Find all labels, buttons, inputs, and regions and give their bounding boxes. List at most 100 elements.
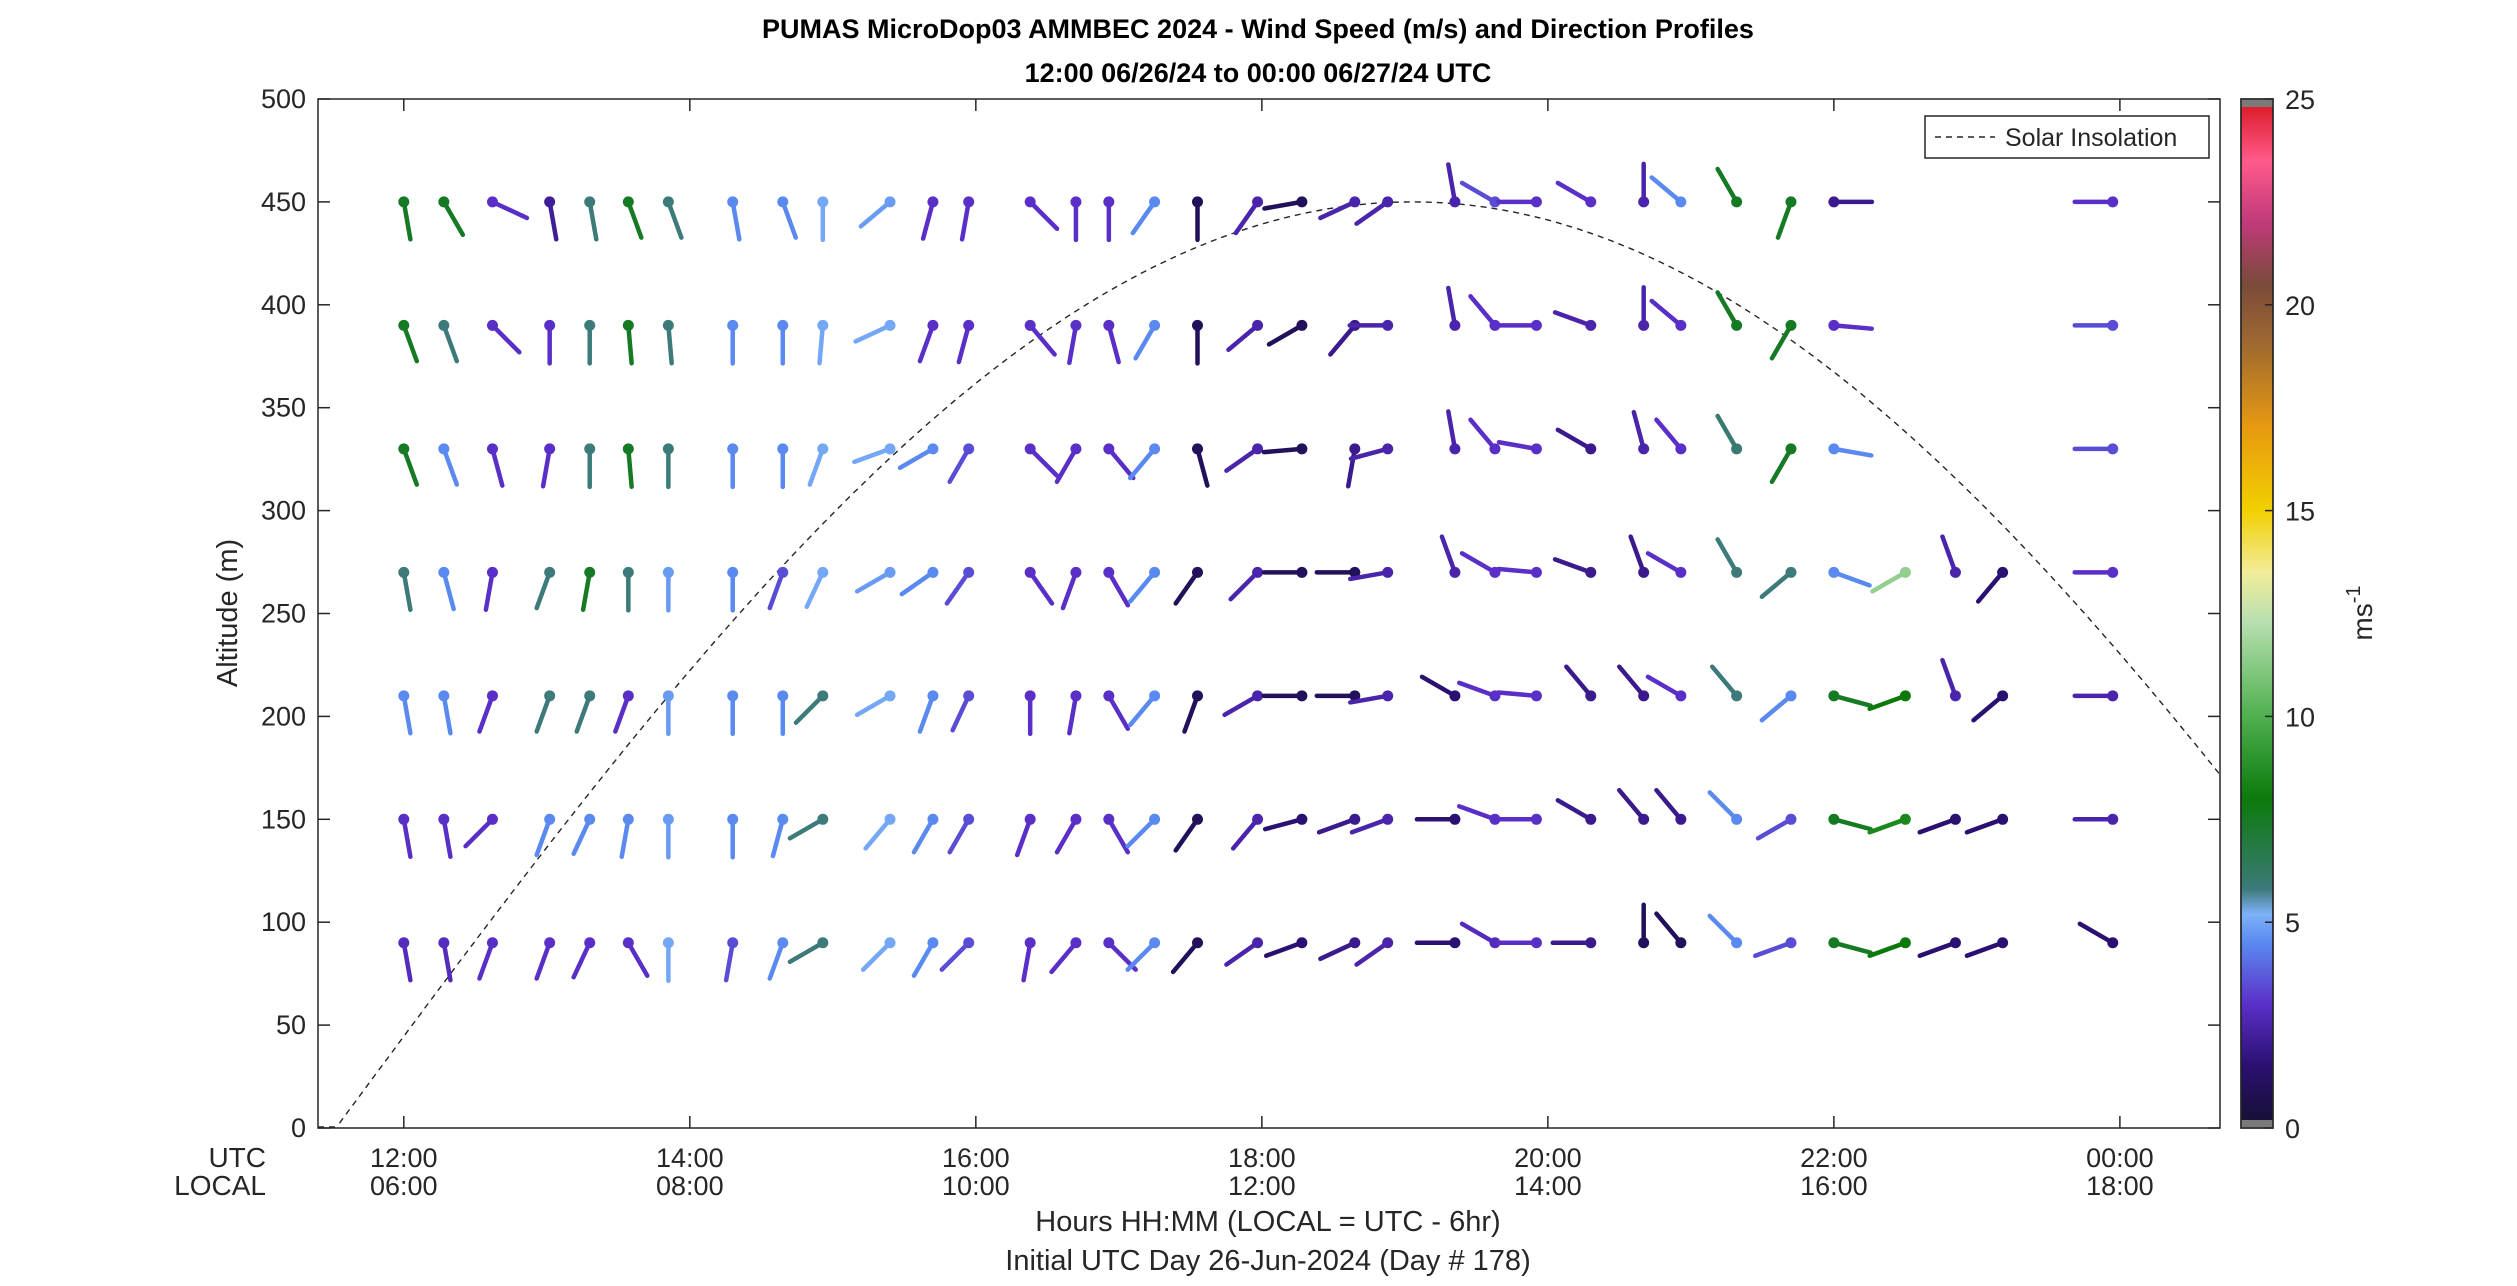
wind-barb <box>1459 921 1501 949</box>
wind-barb-dot <box>1997 937 2009 949</box>
wind-barb <box>1125 937 1161 972</box>
wind-barb <box>1775 196 1797 240</box>
wind-barb-dot <box>1296 937 1308 949</box>
wind-barb-shaft <box>547 199 559 242</box>
wind-barb-dot <box>398 196 410 208</box>
wind-barb-dot <box>1252 443 1264 455</box>
wind-barb-dot <box>1731 566 1743 578</box>
wind-barb <box>1707 913 1743 949</box>
wind-barb-shaft <box>1940 534 1958 575</box>
wind-barb-shaft <box>1349 817 1390 835</box>
wind-barb-shaft <box>1054 446 1079 485</box>
wind-barb <box>1316 813 1361 835</box>
wind-barb-shaft <box>920 199 936 241</box>
solar-insolation-curve <box>338 201 2220 1124</box>
wind-barb-shaft <box>917 323 936 364</box>
wind-barb <box>1645 674 1687 702</box>
wind-barb-dot <box>1382 813 1394 825</box>
wind-barb-shaft <box>1345 446 1358 489</box>
colorbar-unit-exponent: -1 <box>2343 585 2365 603</box>
wind-barb-shaft <box>899 570 936 597</box>
wind-barb <box>1348 690 1394 705</box>
wind-barb-shaft <box>666 323 674 366</box>
wind-barb <box>777 196 799 240</box>
wind-barb-shaft <box>1867 817 1908 835</box>
wind-barb <box>1468 417 1501 455</box>
wind-barb-dot <box>1785 319 1797 331</box>
wind-barb <box>1496 566 1542 578</box>
wind-barb-dot <box>727 690 739 702</box>
wind-barb <box>622 196 644 240</box>
wind-barb <box>1617 664 1650 702</box>
wind-barb <box>1867 813 1911 835</box>
colorbar <box>2240 98 2274 1129</box>
wind-barb-shaft <box>1173 570 1200 606</box>
wind-barb <box>622 319 634 366</box>
wind-barb-dot <box>1296 196 1308 208</box>
wind-barb-shaft <box>619 817 631 859</box>
wind-barb-shaft <box>441 940 453 983</box>
wind-barb <box>1014 813 1036 858</box>
wind-barb-dot <box>1530 319 1542 331</box>
wind-barb-dot <box>2107 196 2119 208</box>
y-tick-label: 250 <box>261 599 306 629</box>
wind-barb-dot <box>2107 937 2119 949</box>
wind-barb <box>1552 557 1597 578</box>
wind-barb-shaft <box>767 940 786 981</box>
wind-barb-dot <box>438 690 450 702</box>
wind-barb-shaft <box>1446 162 1458 205</box>
wind-barb-shaft <box>490 199 530 221</box>
wind-barb <box>534 813 556 858</box>
wind-barb <box>1266 319 1308 347</box>
wind-barb-shaft <box>1468 417 1498 452</box>
wind-barb-dot <box>544 937 556 949</box>
wind-barb <box>767 937 789 981</box>
wind-barb <box>1631 409 1650 455</box>
chart-subtitle: 12:00 06/26/24 to 00:00 06/27/24 UTC <box>1025 58 1492 88</box>
wind-barb-shaft <box>1867 940 1908 959</box>
wind-barb-dot <box>1191 690 1203 702</box>
wind-barb-dot <box>584 196 596 208</box>
wind-barb-shaft <box>1125 940 1157 972</box>
wind-barb-dot <box>817 319 829 331</box>
wind-barb-shaft <box>1715 166 1739 205</box>
wind-barb <box>1555 798 1597 825</box>
wind-barb-dot <box>927 443 939 455</box>
wind-barb <box>1222 690 1264 718</box>
colorbar-tick-label: 20 <box>2285 291 2315 321</box>
wind-barb <box>544 319 556 366</box>
wind-barb <box>1638 161 1650 208</box>
wind-barb <box>1654 911 1687 949</box>
wind-barb <box>1715 537 1743 578</box>
wind-barb-dot <box>777 566 789 578</box>
wind-barb-dot <box>662 443 674 455</box>
wind-barb-shaft <box>1027 323 1057 357</box>
wind-barb <box>1617 787 1650 825</box>
wind-barb-shaft <box>807 446 826 487</box>
colorbar-top-cap <box>2241 99 2273 107</box>
wind-barb-dot <box>1191 319 1203 331</box>
wind-barb-dot <box>2107 813 2119 825</box>
wind-barb-dot <box>1899 690 1911 702</box>
wind-barb <box>858 196 896 229</box>
wind-barb <box>2072 443 2119 455</box>
wind-barb-dot <box>1828 813 1840 825</box>
wind-barb-shaft <box>1496 690 1539 699</box>
wind-barb-dot <box>1382 937 1394 949</box>
wind-barb-dot <box>398 937 410 949</box>
wind-barb-shaft <box>787 817 826 841</box>
wind-barb <box>793 690 829 725</box>
wind-barb-shaft <box>817 323 826 366</box>
wind-barb-dot <box>2107 566 2119 578</box>
wind-barb-shaft <box>1354 199 1390 226</box>
wind-barb-shaft <box>1021 940 1033 983</box>
x-tick-label-utc: 14:00 <box>656 1143 724 1173</box>
wind-barb-dot <box>622 937 634 949</box>
wind-barb-dot <box>622 566 634 578</box>
wind-barb-shaft <box>1555 798 1594 822</box>
wind-barb-dot <box>486 690 498 702</box>
wind-barb-dot <box>1296 690 1308 702</box>
wind-barb <box>1103 813 1131 855</box>
wind-barb-shaft <box>1127 446 1157 481</box>
wind-barb <box>662 813 674 860</box>
